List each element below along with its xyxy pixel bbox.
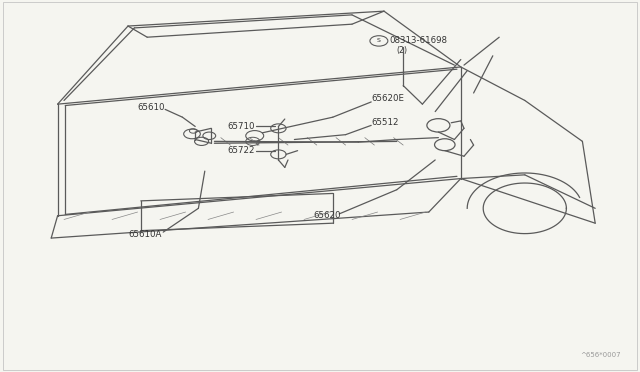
Text: 65610: 65610	[138, 103, 165, 112]
Text: 65610A: 65610A	[128, 230, 161, 239]
Text: (2): (2)	[397, 46, 408, 55]
Text: 65620E: 65620E	[371, 94, 404, 103]
Text: 65512: 65512	[371, 118, 399, 126]
Text: 65710: 65710	[227, 122, 255, 131]
Text: 65620: 65620	[314, 211, 341, 220]
Text: S: S	[377, 38, 381, 44]
Text: 65722: 65722	[227, 146, 255, 155]
Text: 08313-61698: 08313-61698	[389, 36, 447, 45]
Text: ^656*0007: ^656*0007	[580, 352, 621, 358]
